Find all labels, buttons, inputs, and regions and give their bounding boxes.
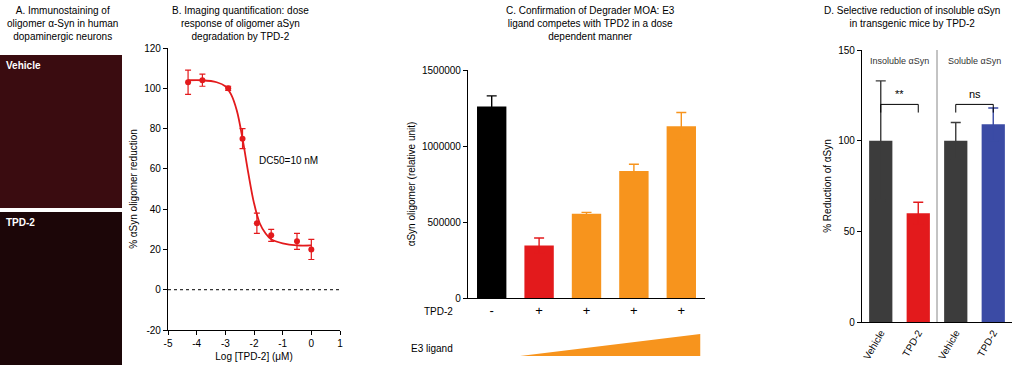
svg-text:E3 ligand: E3 ligand [411,343,453,354]
svg-text:-5: -5 [164,338,173,349]
svg-text:B. Imaging quantification: dos: B. Imaging quantification: doseresponse … [172,5,309,42]
svg-text:+: + [678,303,686,318]
svg-text:40: 40 [150,204,162,215]
svg-text:% αSyn oligomer reduction: % αSyn oligomer reduction [128,129,139,249]
svg-text:DC50=10 nM: DC50=10 nM [259,155,318,166]
svg-text:-3: -3 [221,338,230,349]
svg-text:C. Confirmation of Degrader MO: C. Confirmation of Degrader MOA: E3ligan… [506,5,675,42]
svg-text:TPD-2: TPD-2 [424,306,453,317]
svg-text:αSyn oligomer (relative unit): αSyn oligomer (relative unit) [406,122,417,247]
svg-text:TPD-2: TPD-2 [900,328,924,359]
svg-text:ns: ns [969,88,981,100]
svg-text:TPD-2: TPD-2 [975,328,999,359]
svg-text:50: 50 [844,226,856,237]
svg-text:Vehicle: Vehicle [6,60,41,71]
svg-text:0: 0 [455,293,461,304]
svg-text:-20: -20 [146,325,161,336]
svg-text:80: 80 [150,123,162,134]
svg-text:**: ** [895,88,904,100]
svg-text:Insoluble αSyn: Insoluble αSyn [870,56,929,66]
svg-text:-2: -2 [250,338,259,349]
svg-text:Log [TPD-2] (μM): Log [TPD-2] (μM) [215,351,292,362]
svg-text:120: 120 [144,43,161,54]
svg-text:100: 100 [838,135,855,146]
svg-text:-: - [490,303,494,318]
svg-text:1000000: 1000000 [422,141,461,152]
svg-text:20: 20 [150,244,162,255]
svg-text:0: 0 [849,317,855,328]
svg-text:100: 100 [144,83,161,94]
svg-text:Vehicle: Vehicle [936,328,962,362]
svg-text:1500000: 1500000 [422,65,461,76]
svg-text:+: + [583,303,591,318]
svg-text:+: + [535,303,543,318]
svg-text:TPD-2: TPD-2 [6,217,35,228]
svg-text:60: 60 [150,163,162,174]
svg-text:Vehicle: Vehicle [861,328,887,362]
svg-text:-1: -1 [278,338,287,349]
svg-text:0: 0 [309,338,315,349]
svg-text:500000: 500000 [428,217,462,228]
svg-text:+: + [630,303,638,318]
svg-text:Soluble αSyn: Soluble αSyn [948,56,1001,66]
svg-text:1: 1 [337,338,343,349]
svg-text:D. Selective reduction of inso: D. Selective reduction of insoluble αSyn… [824,5,1000,29]
svg-text:A. Immunostaining ofoligomer α: A. Immunostaining ofoligomer α-Syn in hu… [7,5,118,42]
svg-text:-4: -4 [192,338,201,349]
svg-text:% Reduction of αSyn: % Reduction of αSyn [822,139,833,233]
svg-text:150: 150 [838,45,855,56]
svg-text:0: 0 [155,284,161,295]
